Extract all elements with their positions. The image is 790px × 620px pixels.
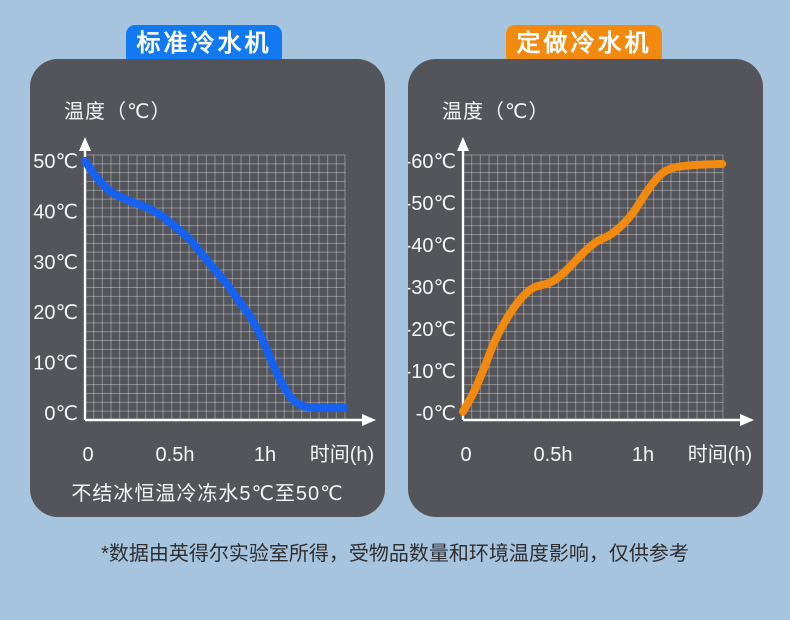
chart-caption: 不结冰恒温冷冻水5℃至50℃ — [71, 483, 344, 505]
y-tick-label: 20℃ — [33, 302, 78, 324]
x-tick-label: 0 — [460, 444, 471, 466]
y-tick-label: -50℃ — [408, 193, 456, 215]
x-tick-label: 1h — [632, 444, 654, 466]
y-tick-label: 50℃ — [33, 151, 78, 173]
panel-custom-chiller: 温度（℃） -60℃ -50℃ -40℃ -30℃ -20℃ -10℃ -0℃ 0 0.5h 1h… — [408, 59, 763, 517]
grid-lines — [462, 154, 724, 421]
y-tick-label: -10℃ — [408, 361, 456, 383]
y-tick-label: -30℃ — [408, 277, 456, 299]
y-tick-label: 0℃ — [44, 403, 78, 425]
y-axis-title: 温度（℃） — [442, 101, 550, 123]
x-tick-label: 0 — [82, 444, 93, 466]
x-tick-label: 0.5h — [534, 444, 573, 466]
y-tick-label: 10℃ — [33, 353, 78, 375]
x-axis-title: 时间(h) — [310, 443, 374, 466]
axes — [83, 149, 364, 422]
x-axis-arrow — [740, 414, 754, 426]
tab-custom-chiller-label: 定做冷水机 — [516, 30, 652, 57]
y-axis-arrow — [457, 137, 469, 151]
y-tick-label: 30℃ — [33, 252, 78, 274]
x-axis-title: 时间(h) — [688, 443, 752, 466]
x-tick-label: 1h — [254, 444, 276, 466]
y-tick-label: -0℃ — [416, 403, 456, 425]
panel-standard-chiller: 温度（℃） 50℃ 40℃ 30℃ 20℃ 10℃ 0℃ 0 0.5h 1h 时间(h) 不结冰恒… — [30, 59, 385, 517]
axes — [461, 149, 742, 422]
tab-custom-chiller: 定做冷水机 — [506, 25, 662, 65]
chart-custom-chiller: -60℃ -50℃ -40℃ -30℃ -20℃ -10℃ -0℃0 0.5h 1h 时间(h) — [408, 137, 754, 466]
y-axis-arrow — [79, 137, 91, 151]
tab-standard-chiller-label: 标准冷水机 — [136, 30, 272, 57]
x-axis-arrow — [362, 414, 376, 426]
chart-standard-chiller: 50℃ 40℃ 30℃ 20℃ 10℃ 0℃0 0.5h 1h 时间(h) — [33, 137, 376, 466]
temperature-curve — [459, 159, 727, 416]
tab-standard-chiller: 标准冷水机 — [126, 25, 282, 65]
footnote-text: *数据由英得尔实验室所得，受物品数量和环境温度影响，仅供参考 — [101, 543, 689, 565]
temperature-curve — [81, 157, 349, 413]
y-tick-label: -40℃ — [408, 235, 456, 257]
y-tick-label: -60℃ — [408, 151, 456, 173]
y-tick-label: -20℃ — [408, 319, 456, 341]
x-tick-label: 0.5h — [156, 444, 195, 466]
y-axis-title: 温度（℃） — [64, 101, 172, 123]
y-tick-label: 40℃ — [33, 201, 78, 223]
